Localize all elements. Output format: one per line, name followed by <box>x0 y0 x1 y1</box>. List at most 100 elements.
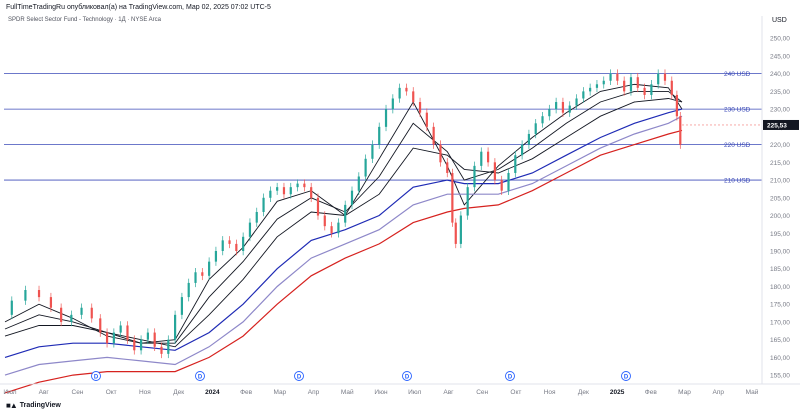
candle-body <box>486 151 490 163</box>
indicator-line-4 <box>4 108 683 358</box>
candle-body <box>602 80 605 85</box>
candle-body <box>201 272 204 276</box>
y-tick-label: 155,00 <box>770 373 790 380</box>
x-tick-label: Ноя <box>139 389 151 396</box>
candle-body <box>323 215 326 227</box>
y-tick-label: 230,00 <box>770 107 790 114</box>
indicator-line-2 <box>4 90 683 344</box>
candle-body <box>357 176 360 191</box>
candle-body <box>37 290 41 298</box>
candle-body <box>568 105 571 113</box>
y-tick-label: 245,00 <box>770 53 790 60</box>
level-label: 230 USD <box>724 107 751 114</box>
candle-body <box>425 112 428 127</box>
candle-body <box>541 116 544 124</box>
candle-body <box>466 187 469 216</box>
y-tick-label: 195,00 <box>770 231 790 238</box>
svg-text:D: D <box>94 374 99 380</box>
candle-body <box>589 87 592 92</box>
last-price-badge <box>763 119 799 130</box>
candle-body <box>99 318 102 333</box>
x-axis[interactable]: Июл Авг Сен Окт Ноя Дек 2024 Фев Мар Апр Май Июн Июл… <box>0 383 800 396</box>
candle-body <box>180 297 184 315</box>
y-tick-label: 215,00 <box>770 160 790 167</box>
candle-body <box>146 332 149 340</box>
candle-body <box>432 126 435 145</box>
candle-body <box>636 77 639 88</box>
candle-body <box>500 180 503 191</box>
candle-body <box>350 190 354 205</box>
candle-body <box>548 109 551 117</box>
tradingview-logo-icon: ■▲ <box>6 401 18 410</box>
candle-body <box>418 102 422 113</box>
candle-body <box>208 261 211 276</box>
candle-body <box>446 162 449 173</box>
candle-body <box>451 172 454 223</box>
candle-body <box>228 240 231 244</box>
x-tick-label: Июл <box>3 389 16 396</box>
candle-body <box>160 346 163 354</box>
x-tick-label: Май <box>746 388 759 396</box>
svg-text:D: D <box>405 374 410 380</box>
dividend-marker[interactable]: D <box>621 371 631 381</box>
candle-body <box>119 325 122 333</box>
candle-body <box>454 222 457 244</box>
candle-body <box>282 187 286 195</box>
candle-body <box>10 300 13 315</box>
candle-body <box>248 222 252 237</box>
y-tick-label: 235,00 <box>770 89 790 96</box>
candle-body <box>221 240 224 251</box>
candle-body <box>80 307 83 315</box>
candle-body <box>194 272 197 283</box>
candle-body <box>289 187 292 195</box>
candle-body <box>616 73 619 81</box>
last-price-label: 225,53 <box>767 122 787 129</box>
dividend-marker[interactable]: D <box>195 371 205 381</box>
x-tick-label: Мар <box>678 389 691 396</box>
y-tick-label: 205,00 <box>770 195 790 202</box>
candle-body <box>507 172 510 191</box>
dividend-marker[interactable]: D <box>91 371 101 381</box>
candle-body <box>643 87 646 95</box>
candle-body <box>657 73 660 85</box>
brand-text: TradingView <box>19 402 61 409</box>
candle-body <box>235 243 238 251</box>
y-tick-label: 240,00 <box>770 71 790 78</box>
candle-body <box>262 197 265 212</box>
x-tick-label: Апр <box>308 389 320 396</box>
candle-body <box>242 236 245 251</box>
candle-body <box>133 339 136 351</box>
svg-text:D: D <box>198 374 203 380</box>
y-axis[interactable]: 155,00 160,00 165,00 170,00 175,00 180,00 185,… <box>682 16 799 384</box>
dividend-marker[interactable]: D <box>505 371 515 381</box>
dividend-marker[interactable]: D <box>402 371 412 381</box>
candle-body <box>174 314 177 340</box>
dividend-marker[interactable]: D <box>294 371 304 381</box>
candle-body <box>670 80 673 95</box>
candle-body <box>521 144 524 156</box>
tradingview-branding: ■▲ TradingView <box>6 401 61 410</box>
x-tick-label: Ноя <box>544 389 556 396</box>
candle-body <box>310 187 313 198</box>
candle-body <box>187 282 190 298</box>
candle-body <box>405 87 408 92</box>
candle-body <box>153 332 156 347</box>
candle-body <box>337 222 340 234</box>
moving-averages <box>4 83 683 394</box>
level-label: 210 USD <box>724 178 751 185</box>
x-tick-label: Дек <box>173 389 184 396</box>
y-tick-label: 180,00 <box>770 284 790 291</box>
x-tick-label: Фев <box>645 389 658 396</box>
candle-body <box>534 123 537 134</box>
candle-body <box>679 116 682 145</box>
indicator-line-5 <box>4 115 683 376</box>
level-label: 240 USD <box>724 71 751 78</box>
candle-body <box>316 197 320 216</box>
x-tick-label: Июн <box>374 389 388 396</box>
svg-text:D: D <box>508 374 513 380</box>
candle-body <box>296 183 299 188</box>
candle-body <box>412 91 415 103</box>
candle-body <box>90 307 93 319</box>
